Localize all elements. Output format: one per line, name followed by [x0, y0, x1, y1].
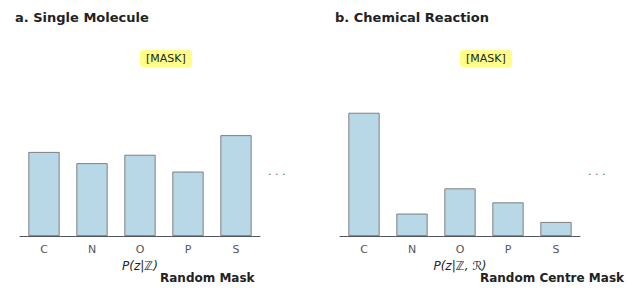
svg-text:P(z|ℤ): P(z|ℤ): [122, 259, 158, 273]
svg-text:Random Centre Mask: Random Centre Mask: [480, 271, 625, 285]
svg-text:P(z|ℤ, ℛ): P(z|ℤ, ℛ): [433, 259, 486, 273]
svg-text:P: P: [505, 243, 512, 256]
svg-text:Random Mask: Random Mask: [160, 271, 256, 285]
svg-text:. . .: . . .: [268, 165, 285, 178]
svg-text:C: C: [360, 243, 368, 256]
svg-text:. . .: . . .: [588, 165, 605, 178]
svg-text:O: O: [456, 243, 465, 256]
svg-text:S: S: [553, 243, 560, 256]
svg-text:S: S: [233, 243, 240, 256]
svg-text:N: N: [408, 243, 416, 256]
svg-text:O: O: [136, 243, 145, 256]
svg-text:a. Single Molecule: a. Single Molecule: [15, 10, 149, 25]
svg-text:b. Chemical Reaction: b. Chemical Reaction: [335, 10, 489, 25]
svg-text:[MASK]: [MASK]: [466, 52, 506, 65]
svg-text:C: C: [40, 243, 48, 256]
svg-text:N: N: [88, 243, 96, 256]
svg-text:[MASK]: [MASK]: [146, 52, 186, 65]
svg-text:P: P: [185, 243, 192, 256]
